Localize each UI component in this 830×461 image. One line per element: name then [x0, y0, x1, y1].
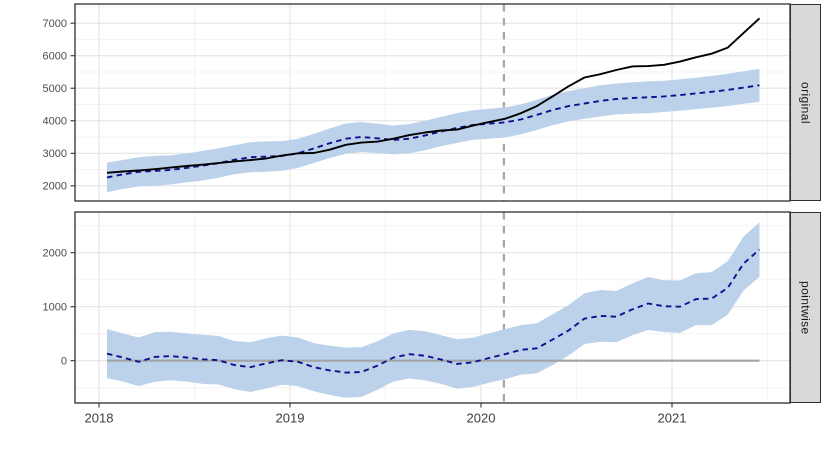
y-tick-label: 2000	[43, 248, 67, 260]
y-tick-label: 0	[61, 356, 67, 368]
facet-strip-original: original	[790, 4, 821, 201]
y-tick-label: 1000	[43, 302, 67, 314]
x-tick-label: 2018	[85, 411, 114, 426]
y-tick-label: 3000	[43, 148, 67, 160]
facet-label-original: original	[798, 81, 813, 124]
y-tick-label: 7000	[43, 18, 67, 30]
x-tick-label: 2021	[658, 411, 687, 426]
y-tick-label: 4000	[43, 116, 67, 128]
x-tick-label: 2019	[276, 411, 305, 426]
facet-label-pointwise: pointwise	[798, 280, 813, 335]
confidence-ribbon	[107, 222, 760, 398]
facet-panel-original	[75, 4, 790, 201]
facet-strip-pointwise: pointwise	[790, 212, 821, 403]
x-tick-label: 2020	[467, 411, 496, 426]
facet-panel-pointwise	[75, 212, 790, 403]
y-tick-label: 2000	[43, 181, 67, 193]
series-line-observed	[106, 17, 761, 174]
y-tick-label: 5000	[43, 83, 67, 95]
series-line-pointwise_effect	[106, 248, 761, 374]
y-tick-label: 6000	[43, 51, 67, 63]
